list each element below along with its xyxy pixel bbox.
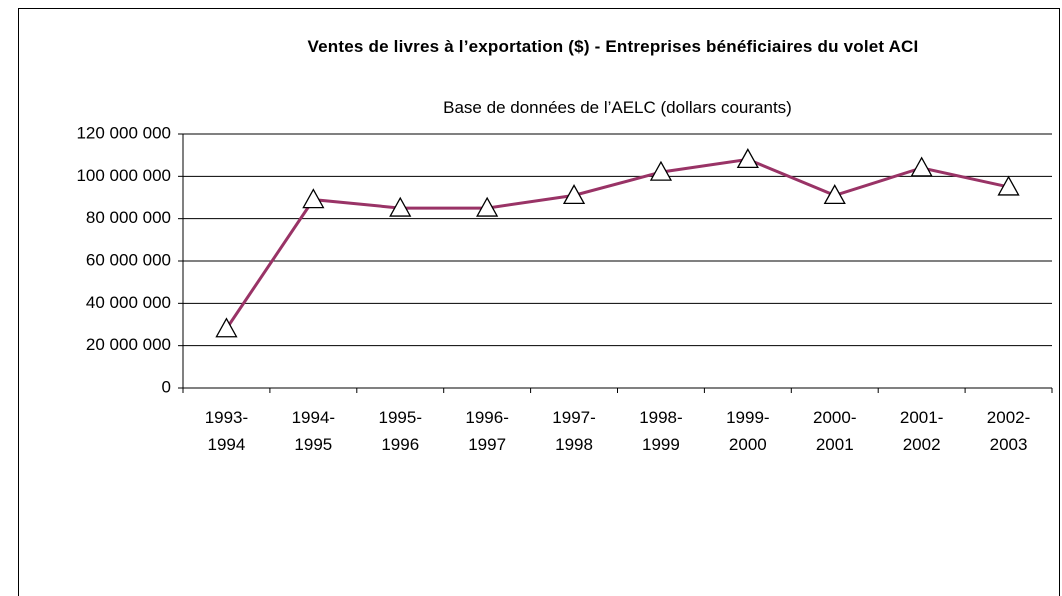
marker [302, 188, 325, 209]
x-tick-label: 1996-1997 [465, 408, 509, 454]
marker [389, 196, 412, 217]
x-tick-label: 1994-1995 [291, 408, 336, 454]
series-line [225, 157, 1009, 330]
chart-title: Ventes de livres à l’exportation ($) - E… [307, 37, 919, 56]
marker [997, 175, 1020, 196]
chart-border [18, 8, 1060, 596]
marker [910, 156, 933, 177]
y-tick-label: 0 [162, 377, 171, 396]
y-tick-label: 120 000 000 [76, 123, 171, 142]
x-tick-label: 1999-2000 [726, 408, 770, 454]
x-tick-label: 2000-2001 [813, 408, 857, 454]
y-tick-label: 40 000 000 [86, 293, 171, 312]
x-tick-label: 1998-1999 [639, 408, 683, 454]
y-tick-label: 100 000 000 [76, 166, 171, 185]
marker [562, 184, 586, 205]
y-tick-label: 20 000 000 [86, 335, 171, 354]
marker [215, 317, 238, 338]
x-tick-label: 2002-2003 [986, 408, 1031, 454]
marker [476, 196, 499, 217]
marker [649, 160, 673, 181]
x-tick-label: 2001-2002 [899, 408, 944, 454]
x-tick-label: 1993-1994 [204, 408, 249, 454]
x-tick-label: 1997-1998 [552, 408, 596, 454]
marker [823, 184, 846, 205]
chart-subtitle: Base de données de l’AELC (dollars coura… [443, 98, 792, 117]
y-tick-label: 60 000 000 [86, 250, 171, 269]
x-tick-label: 1995-1996 [378, 408, 422, 454]
y-tick-label: 80 000 000 [86, 208, 171, 227]
marker [736, 148, 759, 169]
